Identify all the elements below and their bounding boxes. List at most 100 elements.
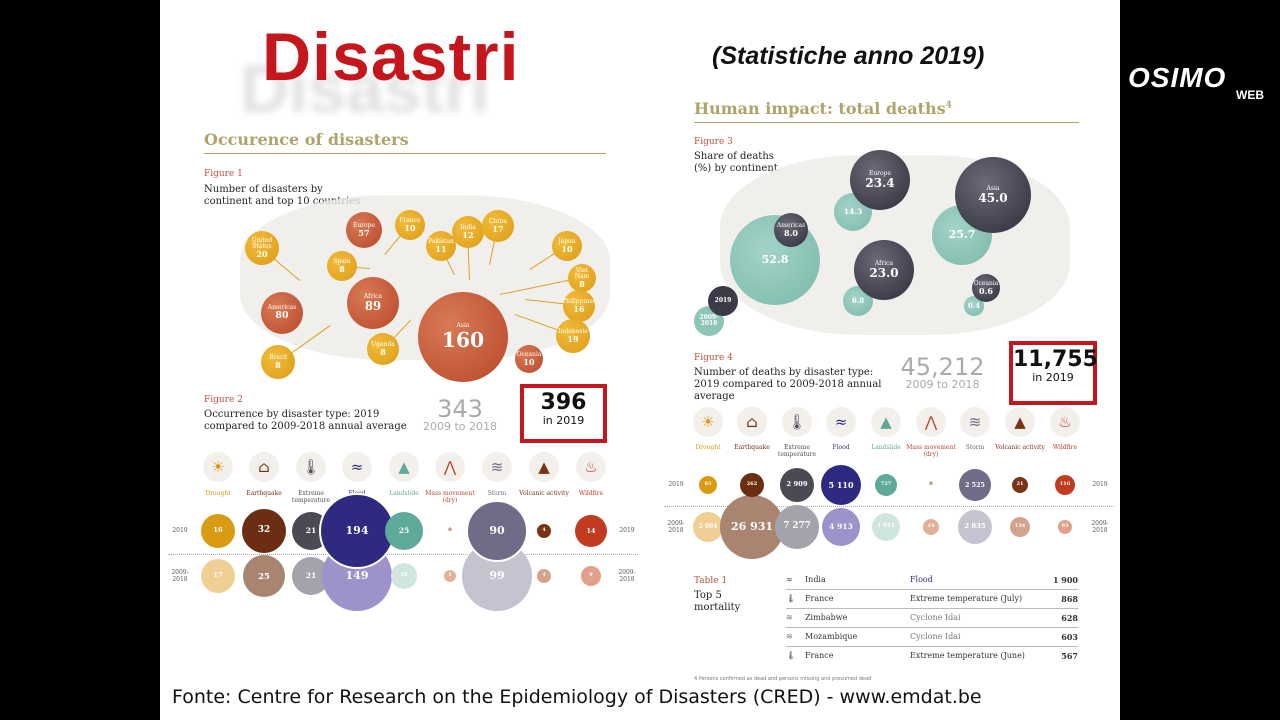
continent-bubble: Asia 160 xyxy=(418,292,508,382)
right-heading-text: Human impact: total deaths xyxy=(694,99,946,118)
country-bubble-value: 11 xyxy=(435,243,447,254)
continent-bubble-label: Africa xyxy=(363,292,383,300)
source-footer: Fonte: Centre for Research on the Epidem… xyxy=(172,686,982,708)
bubble-2019-value: 32 xyxy=(257,525,271,536)
fig4-total-value: 11,755 xyxy=(1013,347,1098,372)
bubble-2019: 32 xyxy=(242,509,286,553)
left-rule xyxy=(204,153,606,154)
fig2-avg-total: 343 2009 to 2018 xyxy=(415,395,505,433)
fig4-title: Number of deaths by disaster type: 2019 … xyxy=(694,367,882,402)
row-label-2019: 2019 xyxy=(668,481,684,488)
country-bubble-label: China xyxy=(489,217,507,225)
continent-bubble-value: 57 xyxy=(358,227,370,238)
bubble-2019: 85 xyxy=(699,476,717,494)
continent-bubble: Oceania 10 xyxy=(515,345,543,373)
country-bubble-label: Indonesia xyxy=(558,327,588,335)
drought-icon: ☀ xyxy=(203,452,233,482)
bubble-avg: 4 913 xyxy=(822,508,860,546)
bubble-2019: 194 xyxy=(319,493,395,569)
type-label: Landslide xyxy=(389,490,419,497)
country-bubble: Philippines 16 xyxy=(562,290,596,322)
fig2-avg-value: 343 xyxy=(437,395,483,423)
country-bubble-value: 16 xyxy=(573,303,585,314)
country-bubble-label: Brazil xyxy=(269,353,287,361)
table-row-divider xyxy=(786,589,1078,590)
wildfire-icon: ♨ xyxy=(1050,407,1080,437)
country-bubble: Indonesia 19 xyxy=(556,319,590,353)
flood-icon: ≈ xyxy=(342,452,372,482)
bubble-avg-value: 21 xyxy=(305,571,317,581)
continent-bubble-label: Asia xyxy=(456,322,470,330)
bubble-2019-value: 2 909 xyxy=(786,480,808,489)
bubble-2019: 727 xyxy=(875,474,897,496)
bubble-avg-value: 2 835 xyxy=(964,522,986,531)
fig3-title: Share of deaths (%) by continent xyxy=(694,151,778,174)
type-label: Storm xyxy=(965,444,985,451)
bubble-avg: 17 xyxy=(201,559,235,593)
type-label: Wildfire xyxy=(1052,444,1078,451)
row-label-2019: 2019 xyxy=(619,527,635,534)
left-heading: Occurence of disasters xyxy=(204,130,409,149)
bubble-avg: 2 004 xyxy=(693,512,723,542)
type-label: Volcanic activity xyxy=(519,490,569,497)
type-label: Mass movement (dry) xyxy=(906,444,956,458)
country-bubble-value: 8 xyxy=(579,279,585,290)
table-row-divider xyxy=(786,608,1078,609)
row-divider xyxy=(168,553,638,555)
bubble-avg-value: 9 xyxy=(589,572,593,579)
continent-bubble: Americas 80 xyxy=(261,292,303,334)
share-2019-bubble: Asia 45.0 xyxy=(955,157,1031,233)
share-2019-bubble: Europe 23.4 xyxy=(850,150,910,210)
bubble-avg: 19 xyxy=(391,563,417,589)
bubble-avg-value: 99 xyxy=(489,569,505,583)
share-avg-bubble: 0.4 xyxy=(964,296,984,316)
share-2019-bubble: Americas 8.0 xyxy=(774,213,808,247)
country-bubble: India 12 xyxy=(452,216,484,248)
bubble-2019-value: 14 xyxy=(586,526,596,535)
table-label: Table 1 xyxy=(694,576,728,586)
country-bubble: Japan 10 xyxy=(552,231,582,261)
share-2019-bubble-value: 0.6 xyxy=(979,285,993,296)
footnote-ref: 4 xyxy=(945,100,952,111)
continent-bubble-value: 89 xyxy=(364,299,382,313)
bubble-avg-value: 7 277 xyxy=(783,521,811,532)
storm-icon: ≋ xyxy=(960,407,990,437)
country-bubble-value: 10 xyxy=(561,243,573,254)
share-2019-bubble-value: 23.0 xyxy=(869,265,899,280)
share-2019-bubble-label: Oceania xyxy=(973,279,999,287)
thermometer-icon: 🌡︎ xyxy=(782,407,812,437)
row-divider xyxy=(664,506,1114,507)
country-bubble-value: 8 xyxy=(339,263,345,274)
right-heading: Human impact: total deaths4 xyxy=(694,99,952,118)
fig1-label: Figure 1 xyxy=(204,169,243,179)
mass-movement-icon: ⋀ xyxy=(916,407,946,437)
country-bubble: Pakistan 11 xyxy=(426,231,456,261)
bubble-avg: 14 xyxy=(923,519,939,535)
bubble-avg-value: 1 xyxy=(448,572,452,579)
mass-movement-icon: ⋀ xyxy=(435,452,465,482)
type-label: Drought xyxy=(695,444,721,451)
bubble-2019-value: 194 xyxy=(345,524,369,538)
country-bubble-value: 12 xyxy=(462,229,474,240)
bubble-2019-value: 262 xyxy=(746,481,758,488)
type-label: Extreme temperature xyxy=(777,444,817,458)
bubble-2019-value: 16 xyxy=(213,526,223,535)
continent-bubble-label: Europe xyxy=(352,221,376,229)
row-label-avg: 2009-2018 xyxy=(1091,520,1109,534)
country-bubble-label: Spain xyxy=(333,257,351,265)
country-bubble: Spain 8 xyxy=(327,251,357,281)
fig3-label: Figure 3 xyxy=(694,137,733,147)
thermometer-icon: 🌡︎ xyxy=(786,651,797,660)
table-row-divider xyxy=(786,646,1078,647)
type-label: Storm xyxy=(487,490,507,497)
flood-icon: ≈ xyxy=(826,407,856,437)
country-bubble-label: India xyxy=(460,223,476,231)
bubble-2019-value: 85 xyxy=(704,481,712,488)
country-bubble-value: 17 xyxy=(492,223,504,234)
continent-bubble: Europe 57 xyxy=(346,212,382,248)
continent-bubble-value: 160 xyxy=(441,327,485,352)
continent-bubble-label: Americas xyxy=(267,303,297,311)
bubble-avg: 1 xyxy=(444,570,456,582)
bubble-avg: 4 xyxy=(537,569,551,583)
continent-bubble: Africa 89 xyxy=(347,277,399,329)
